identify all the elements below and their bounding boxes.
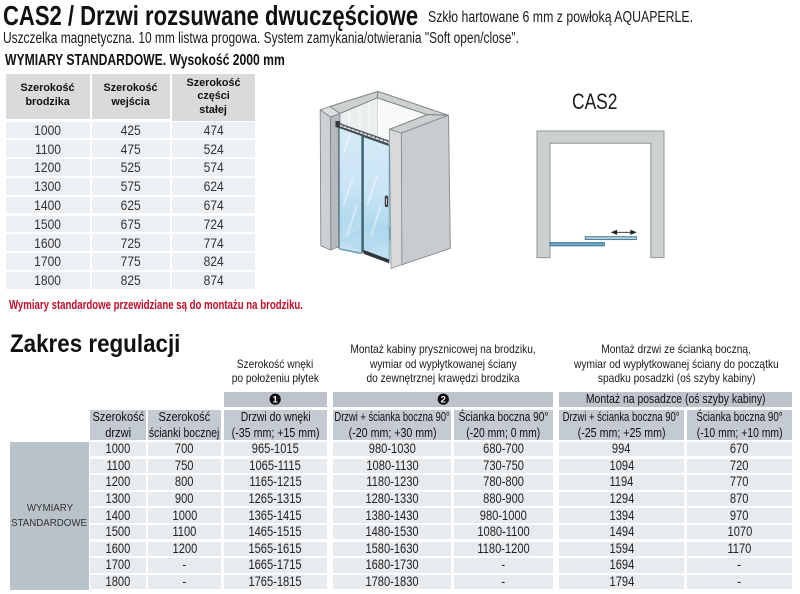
svg-text:1: 1 — [273, 395, 279, 406]
svg-text:2: 2 — [441, 395, 446, 406]
